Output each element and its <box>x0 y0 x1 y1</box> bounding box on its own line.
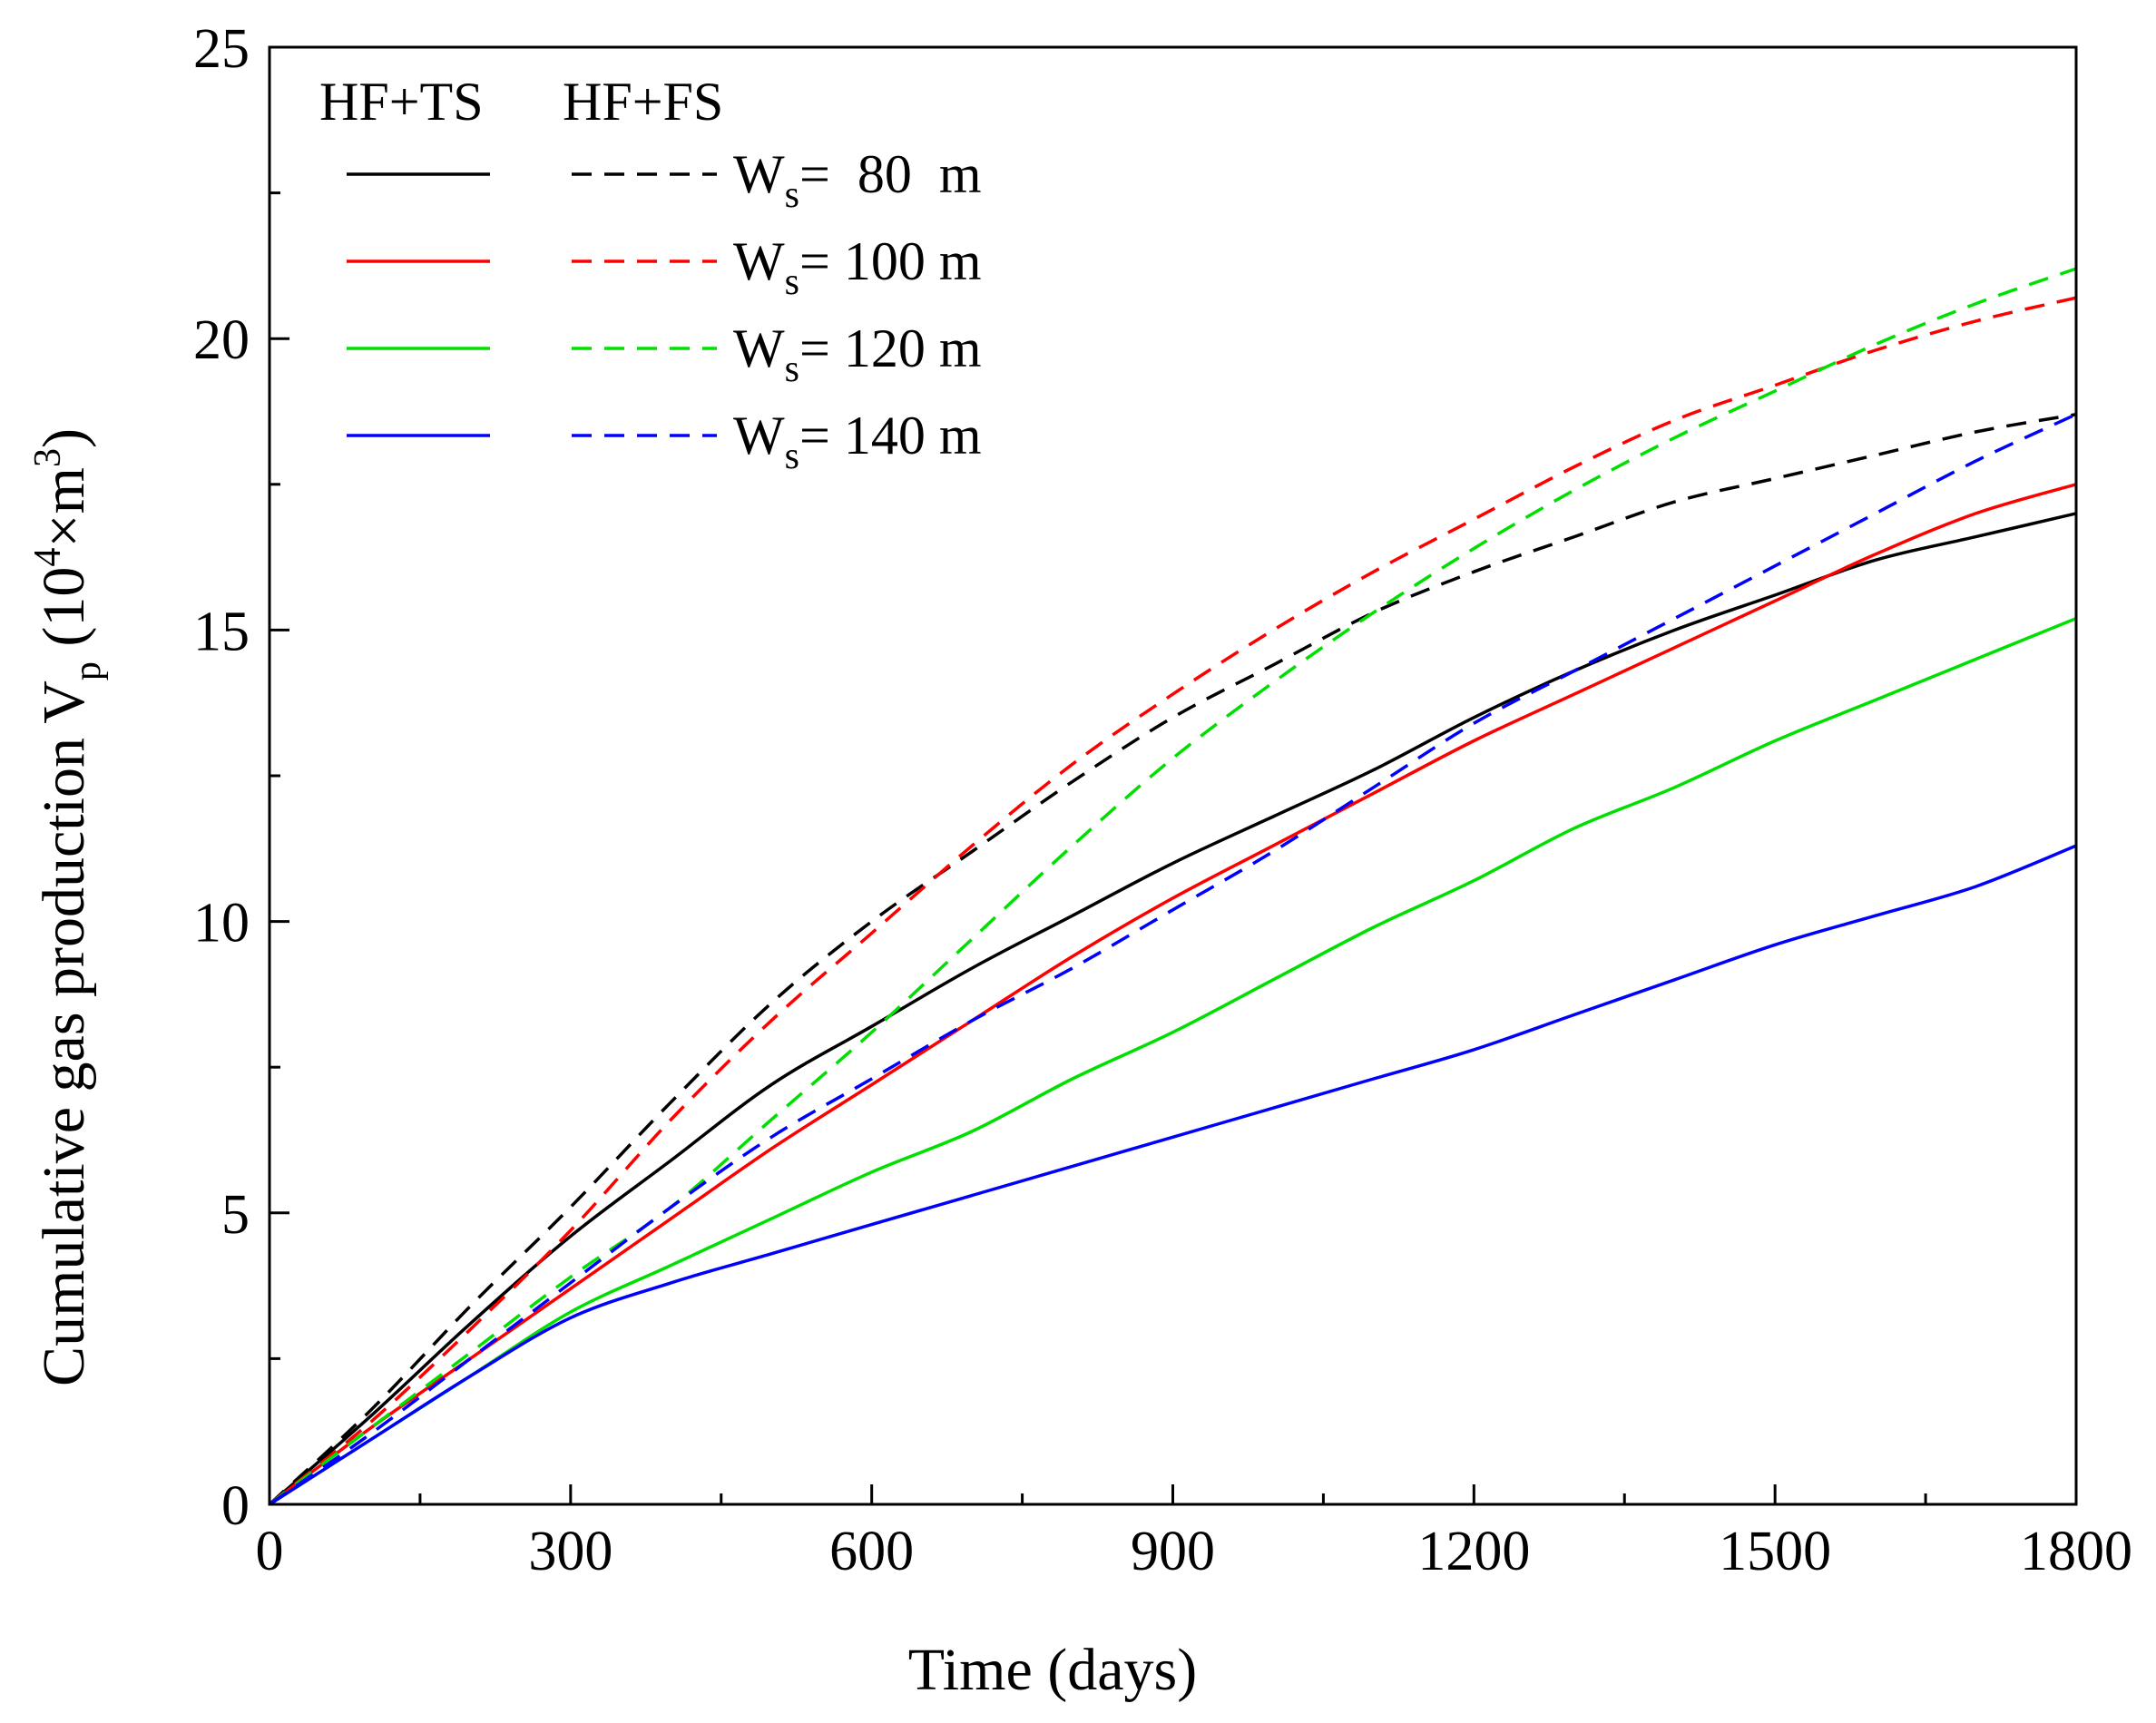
y-axis-title-sub: p <box>67 661 109 680</box>
legend-rows: Ws= 80 m Ws= 100 m Ws= 120 m Ws= 140 m <box>347 144 982 477</box>
x-tick-label: 300 <box>528 1521 612 1582</box>
x-tick-label: 1500 <box>1719 1521 1831 1582</box>
legend-header-hf-ts: HF+TS <box>319 72 484 132</box>
y-axis-title-unit-mid: ×m <box>31 467 97 548</box>
series-line <box>269 413 2077 1506</box>
y-tick-label: 5 <box>221 1184 250 1246</box>
x-tick-label: 900 <box>1131 1521 1215 1582</box>
legend-label: Ws= 140 m <box>733 406 982 477</box>
series-line <box>268 267 2077 1506</box>
y-tick-label: 25 <box>193 18 250 80</box>
x-axis: 0 300 600 900 1200 1500 1800 <box>256 1484 2132 1582</box>
x-tick-label: 1200 <box>1417 1521 1530 1582</box>
y-tick-label: 15 <box>193 601 250 662</box>
series-line <box>269 844 2077 1506</box>
y-tick-label: 20 <box>193 309 250 371</box>
series-line <box>269 616 2077 1506</box>
y-tick-label: 10 <box>193 893 250 955</box>
x-axis-title: Time (days) <box>908 1637 1197 1703</box>
legend: HF+TS HF+FS Ws= 80 mWs= 100 mWs= 120 mWs… <box>319 72 982 477</box>
legend-label: Ws= 100 m <box>733 231 982 303</box>
series-line <box>268 296 2077 1506</box>
x-tick-label: 1800 <box>2020 1521 2132 1582</box>
y-axis-title-unit-open: (10 <box>31 567 97 661</box>
y-tick-label: 0 <box>221 1475 250 1537</box>
svg-text:Cumulative gas production Vp (: Cumulative gas production Vp (104×m3) <box>27 428 109 1386</box>
legend-label: Ws= 80 m <box>733 144 982 216</box>
series-line <box>268 512 2077 1506</box>
y-axis-title-main: Cumulative gas production V <box>31 680 97 1386</box>
legend-label: Ws= 120 m <box>733 318 982 390</box>
y-axis-title-unit-exp2: 3 <box>27 448 69 467</box>
series-line <box>268 412 2077 1506</box>
y-axis-title: Cumulative gas production Vp (104×m3) <box>27 428 109 1386</box>
y-axis-title-unit-exp: 4 <box>27 548 69 567</box>
y-axis: 0 5 10 15 20 25 <box>193 18 289 1537</box>
y-axis-title-unit-close: ) <box>31 428 97 448</box>
plot-series <box>268 267 2077 1506</box>
x-tick-label: 600 <box>829 1521 914 1582</box>
series-line <box>268 483 2077 1506</box>
x-tick-label: 0 <box>256 1521 284 1582</box>
legend-header-hf-fs: HF+FS <box>563 72 723 132</box>
